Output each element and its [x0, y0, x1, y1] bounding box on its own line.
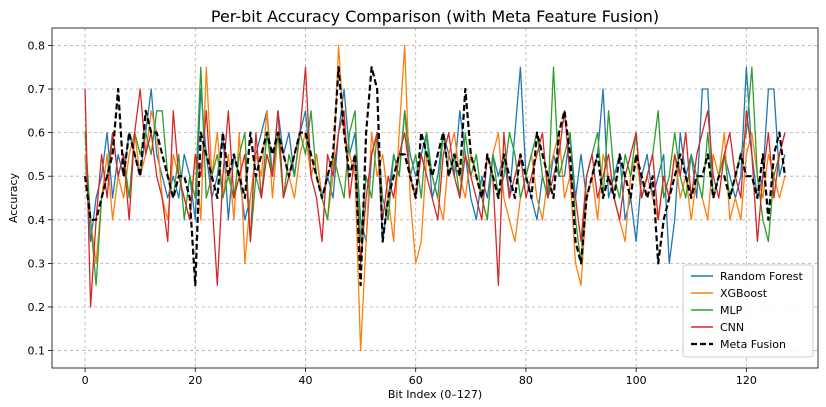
y-tick-label: 0.1 [28, 345, 46, 358]
legend-label: CNN [720, 321, 744, 334]
x-tick-label: 0 [82, 374, 89, 387]
x-tick-label: 60 [409, 374, 423, 387]
y-tick-label: 0.5 [28, 170, 46, 183]
y-tick-label: 0.7 [28, 83, 46, 96]
x-tick-label: 100 [626, 374, 647, 387]
x-axis-label: Bit Index (0–127) [388, 388, 482, 401]
series-lines [83, 44, 787, 352]
plot-border [51, 27, 819, 369]
y-tick-label: 0.6 [28, 127, 46, 140]
series-line-meta-fusion [83, 66, 787, 287]
y-tick-label: 0.2 [28, 301, 46, 314]
legend-label: MLP [720, 304, 743, 317]
legend-label: XGBoost [720, 287, 768, 300]
y-tick-label: 0.3 [28, 257, 46, 270]
axis-ticks: 0 20 40 60 80 100 120 0.1 0.2 0.3 0.4 0.5 0.6 0.7 0.8 [28, 39, 757, 387]
legend-label: Random Forest [720, 270, 803, 283]
x-tick-label: 20 [188, 374, 202, 387]
y-tick-label: 0.4 [28, 214, 46, 227]
series-line-mlp [84, 66, 786, 286]
x-tick-label: 80 [519, 374, 533, 387]
legend-box [682, 264, 814, 358]
legend-label: Meta Fusion [720, 338, 786, 351]
x-tick-label: 40 [298, 374, 312, 387]
y-axis-label: Accuracy [7, 172, 20, 223]
chart-title: Per-bit Accuracy Comparison (with Meta F… [211, 7, 659, 26]
y-tick-label: 0.8 [28, 39, 46, 52]
legend: Random Forest XGBoost MLP CNN Meta Fusion [682, 264, 814, 358]
x-tick-label: 120 [736, 374, 757, 387]
series-line-cnn [84, 66, 786, 308]
